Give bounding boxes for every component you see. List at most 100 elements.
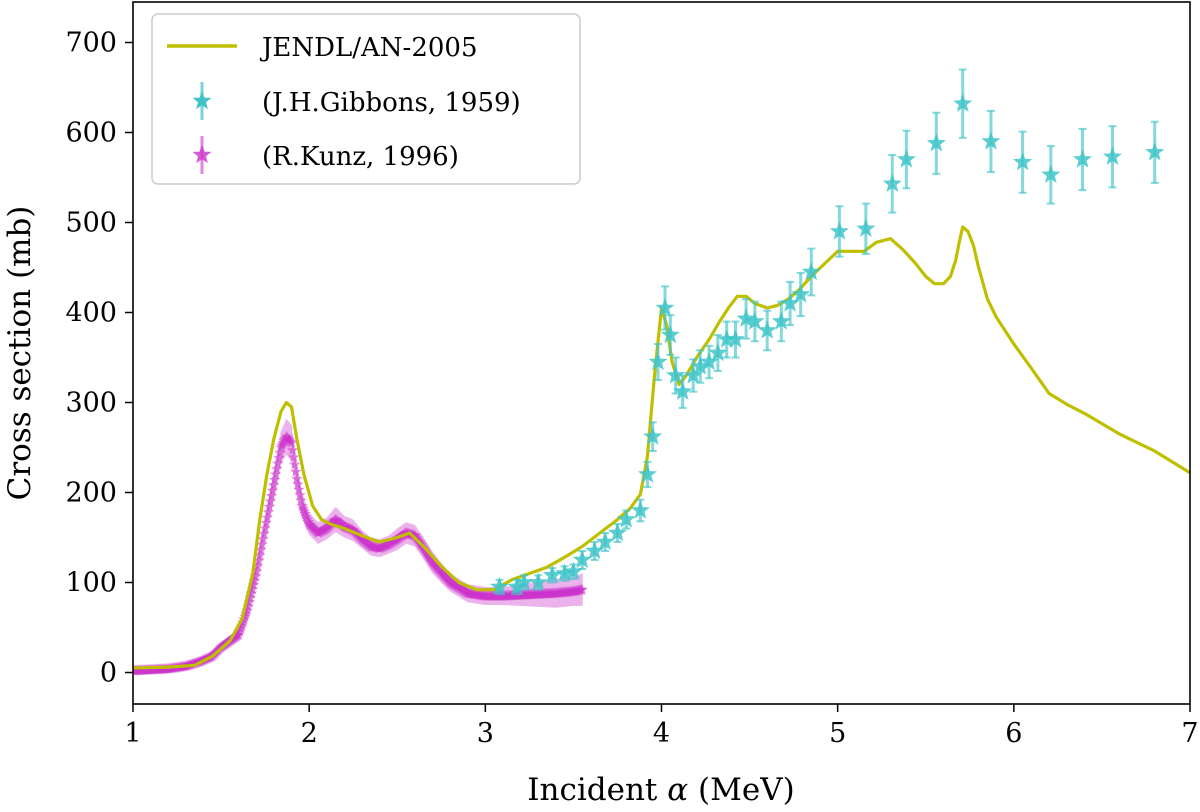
kunz-series — [133, 418, 588, 676]
kunz-point — [265, 490, 278, 501]
legend-gibbons-marker — [192, 91, 212, 110]
kunz-point — [293, 483, 305, 495]
gibbons-point — [555, 563, 575, 582]
kunz-point — [289, 458, 301, 470]
gibbons-point — [771, 311, 791, 330]
kunz-point — [266, 484, 279, 496]
gibbons-point — [683, 365, 703, 384]
gibbons-point — [856, 218, 876, 237]
kunz-point — [264, 495, 277, 507]
y-tick-label: 700 — [65, 28, 117, 59]
kunz-point — [268, 473, 281, 485]
kunz-point — [259, 522, 271, 534]
kunz-point — [255, 544, 267, 555]
y-tick-label: 500 — [65, 208, 117, 239]
kunz-point — [267, 479, 280, 491]
gibbons-point — [717, 329, 737, 348]
gibbons-point — [607, 523, 627, 542]
gibbons-point — [648, 352, 668, 371]
x-tick-label: 6 — [1005, 718, 1022, 749]
kunz-point — [291, 473, 303, 484]
gibbons-point — [630, 500, 650, 519]
axis-ticks: 1 2 3 4 5 6 7 0 100 200 300 400 500 600 700 — [65, 28, 1198, 750]
gibbons-point — [514, 572, 534, 591]
series-group — [133, 68, 1190, 676]
gibbons-point — [637, 464, 657, 483]
kunz-point — [241, 604, 253, 616]
x-tick-label: 3 — [477, 718, 494, 749]
gibbons-point — [780, 293, 800, 312]
legend-kunz-marker — [192, 145, 212, 164]
gibbons-point — [563, 561, 583, 580]
x-tick-label: 4 — [653, 718, 670, 749]
kunz-point — [263, 500, 276, 512]
gibbons-point — [1013, 152, 1033, 171]
gibbons-point — [585, 541, 605, 560]
gibbons-point — [736, 308, 756, 327]
plot-area — [133, 68, 1190, 676]
gibbons-point — [829, 221, 849, 240]
kunz-point — [245, 587, 258, 599]
kunz-point — [249, 570, 262, 582]
kunz-point — [295, 494, 307, 506]
kunz-point — [257, 533, 269, 545]
y-tick-label: 300 — [65, 388, 117, 419]
kunz-point — [273, 452, 285, 464]
gibbons-point — [745, 311, 765, 330]
y-axis-title: Cross section (mb) — [2, 206, 38, 501]
gibbons-point — [726, 329, 745, 348]
y-tick-label: 400 — [65, 298, 117, 329]
gibbons-point — [655, 298, 675, 317]
kunz-point — [260, 517, 272, 528]
kunz-point — [285, 437, 298, 448]
gibbons-point — [882, 173, 902, 192]
gibbons-point — [1041, 164, 1061, 183]
kunz-point — [272, 457, 284, 469]
axes-frame — [132, 1, 1191, 705]
gibbons-point — [699, 352, 719, 371]
legend-label-jendl: JENDL/AN-2005 — [259, 33, 478, 63]
kunz-point — [294, 489, 306, 501]
gibbons-point — [953, 93, 973, 112]
kunz-point — [244, 592, 256, 603]
y-tick-label: 0 — [100, 658, 117, 689]
kunz-point — [248, 574, 261, 586]
gibbons-point — [666, 365, 686, 384]
gibbons-point — [542, 565, 562, 584]
x-tick-label: 2 — [301, 718, 318, 749]
x-tick-label: 5 — [829, 718, 846, 749]
gibbons-point — [1103, 146, 1122, 165]
x-tick-label: 7 — [1181, 718, 1198, 749]
kunz-point — [270, 468, 282, 480]
y-tick-label: 100 — [65, 568, 117, 599]
gibbons-series — [489, 68, 1165, 596]
kunz-point — [286, 444, 299, 456]
gibbons-point — [981, 131, 1001, 150]
gibbons-point — [673, 381, 693, 400]
gibbons-point — [791, 284, 811, 303]
gibbons-point — [896, 149, 916, 168]
gibbons-point — [1145, 142, 1165, 161]
gibbons-point — [660, 325, 680, 344]
gibbons-point — [595, 532, 615, 551]
kunz-point — [252, 560, 264, 572]
gibbons-point — [801, 262, 821, 281]
x-axis-title: Incident α (MeV) — [527, 772, 794, 808]
kunz-point — [254, 549, 266, 561]
legend: JENDL/AN-2005 (J.H.Gibbons, 1959) (R.Kun… — [151, 13, 581, 185]
kunz-point — [246, 583, 259, 595]
y-tick-label: 600 — [65, 118, 117, 149]
kunz-point — [290, 465, 302, 477]
y-tick-label: 200 — [65, 478, 117, 509]
gibbons-point — [708, 343, 728, 362]
gibbons-point — [528, 572, 548, 591]
gibbons-point — [757, 320, 777, 339]
kunz-point — [258, 527, 270, 539]
legend-label-kunz: (R.Kunz, 1996) — [262, 142, 459, 172]
kunz-point — [261, 511, 273, 523]
kunz-point — [274, 446, 286, 458]
gibbons-point — [643, 426, 663, 445]
gibbons-point — [616, 509, 636, 528]
legend-box — [151, 13, 581, 185]
gibbons-point — [926, 133, 946, 152]
